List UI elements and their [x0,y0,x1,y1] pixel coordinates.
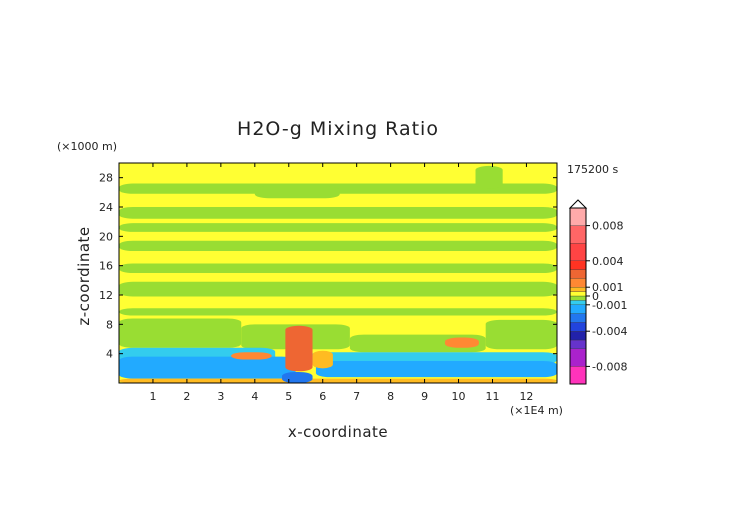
colorbar-band-10 [569,287,587,292]
y-axis-ticks: 4 8 12 16 20 24 28 [99,172,557,361]
plot-frame [118,162,558,384]
colorbar-band-14 [569,243,587,261]
x-axis-ticks: 1 2 3 4 5 6 7 8 9 10 11 12 [149,163,533,403]
y-tick-label: 12 [99,289,113,302]
field-contours [119,165,557,383]
field-region-6 [119,263,557,273]
colorbar-band-12 [569,269,587,279]
colorbar-band-9 [569,291,587,297]
field-region-12 [485,319,557,350]
field-region-23 [281,372,313,383]
colorbar-band-7 [569,300,587,305]
colorbar-label: -0.004 [592,325,627,338]
field-region-2 [254,186,340,199]
field-region-20 [231,352,272,360]
colorbar-label: 0.004 [592,255,624,268]
y-tick-label: 24 [99,201,113,214]
colorbar-band-2 [569,339,587,349]
colorbar-label: 0.001 [592,281,624,294]
colorbar-label: 0.008 [592,220,624,233]
chart-title: H2O-g Mixing Ratio [237,118,439,140]
field-region-4 [119,223,557,232]
colorbar-label: 0 [592,290,599,303]
x-tick-label: 9 [421,390,428,403]
field-region-22 [312,350,333,369]
colorbar-band-13 [569,260,587,270]
colorbar-band-3 [569,331,587,341]
y-tick-label: 8 [106,318,113,331]
field-region-8 [119,308,557,316]
y-tick-label: 4 [106,348,113,361]
colorbar-band-1 [569,348,587,367]
colorbar-extend-arrow [568,199,588,209]
time-label: 175200 s [567,163,618,176]
x-tick-label: 6 [319,390,326,403]
field-region-7 [119,281,557,297]
y-axis-title: z-coordinate [75,226,93,325]
x-tick-label: 3 [217,390,224,403]
field-region-18 [119,378,557,383]
x-tick-label: 5 [285,390,292,403]
field-region-1 [475,165,503,189]
colorbar-band-15 [569,225,587,244]
x-unit-label: (×1E4 m) [510,404,563,417]
x-axis-title: x-coordinate [288,423,388,441]
colorbar-band-11 [569,278,587,288]
colorbar-band-4 [569,322,587,332]
x-tick-label: 2 [183,390,190,403]
colorbar-band-16 [569,207,587,226]
colorbar-label: -0.001 [592,299,627,312]
y-tick-label: 20 [99,230,113,243]
field-region-15 [119,356,296,379]
y-tick-label: 28 [99,172,113,185]
x-tick-label: 1 [149,390,156,403]
x-tick-label: 4 [251,390,258,403]
x-tick-label: 7 [353,390,360,403]
colorbar-band-8 [569,295,587,301]
field-region-21 [444,337,479,348]
field-region-17 [336,365,527,373]
field-region-3 [119,207,557,219]
field-region-9 [119,318,242,348]
colorbar-band-6 [569,304,587,314]
x-tick-label: 8 [387,390,394,403]
y-unit-label: (×1000 m) [57,140,117,153]
colorbar-bands [569,207,587,385]
x-tick-label: 11 [485,390,499,403]
colorbar-band-0 [569,366,587,385]
field-region-19 [285,325,313,372]
y-tick-label: 16 [99,260,113,273]
field-region-5 [119,240,557,251]
x-tick-label: 12 [519,390,533,403]
x-tick-label: 10 [452,390,466,403]
colorbar-band-5 [569,313,587,323]
colorbar-label: -0.008 [592,360,627,373]
